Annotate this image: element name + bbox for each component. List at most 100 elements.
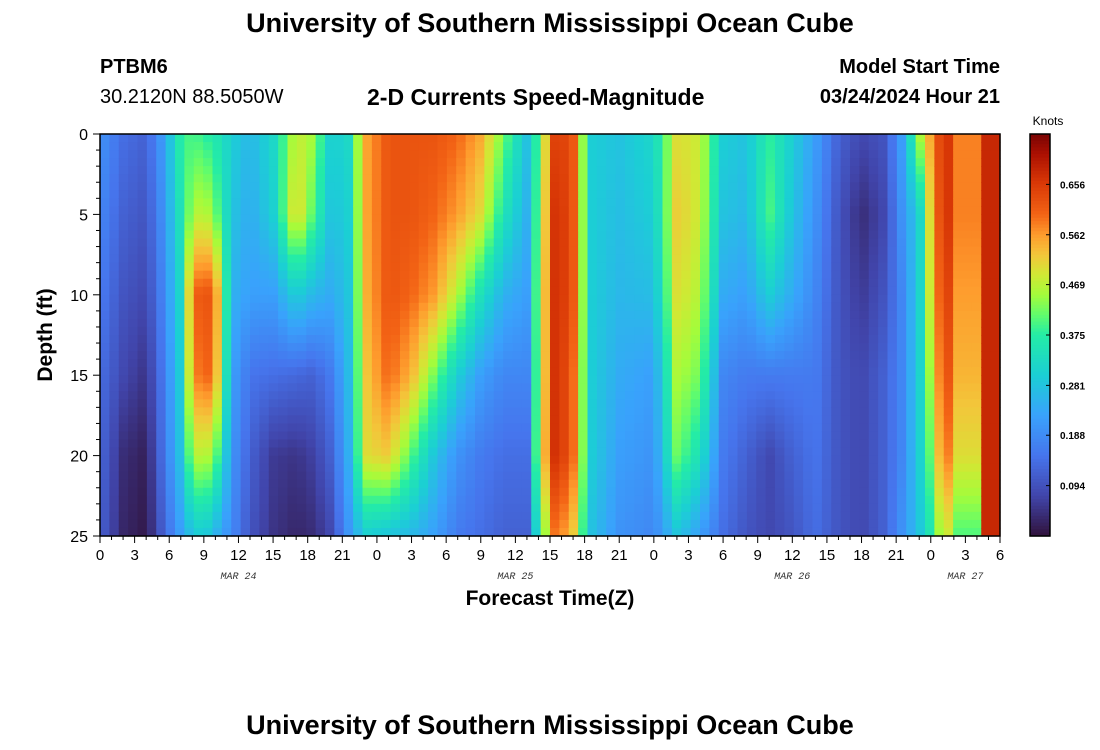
heatmap-cell bbox=[521, 439, 532, 449]
heatmap-cell bbox=[259, 310, 270, 320]
heatmap-cell bbox=[475, 367, 485, 376]
heatmap-cell bbox=[315, 318, 326, 328]
heatmap-cell bbox=[859, 150, 870, 159]
heatmap-cell bbox=[531, 343, 542, 352]
heatmap-cell bbox=[240, 142, 251, 151]
heatmap-cell bbox=[915, 487, 926, 497]
heatmap-cell bbox=[315, 246, 326, 256]
colorbar-segment bbox=[1030, 224, 1050, 229]
heatmap-cell bbox=[212, 447, 223, 457]
heatmap-cell bbox=[175, 399, 185, 408]
colorbar-segment bbox=[1030, 180, 1050, 185]
heatmap-cell bbox=[784, 383, 795, 392]
heatmap-cell bbox=[765, 359, 776, 368]
heatmap-cell bbox=[803, 479, 814, 489]
heatmap-cell bbox=[334, 439, 345, 449]
heatmap-cell bbox=[990, 222, 1001, 232]
heatmap-cell bbox=[568, 158, 579, 167]
heatmap-cell bbox=[690, 487, 701, 497]
heatmap-cell bbox=[653, 230, 664, 240]
heatmap-cell bbox=[437, 495, 448, 505]
heatmap-cell bbox=[512, 399, 523, 408]
heatmap-cell bbox=[850, 407, 860, 416]
heatmap-cell bbox=[137, 415, 148, 425]
heatmap-cell bbox=[175, 495, 185, 505]
heatmap-cell bbox=[184, 343, 195, 352]
heatmap-cell bbox=[250, 391, 260, 400]
heatmap-cell bbox=[784, 166, 795, 175]
heatmap-cell bbox=[390, 222, 401, 232]
heatmap-cell bbox=[906, 495, 917, 505]
heatmap-cell bbox=[775, 479, 785, 489]
heatmap-cell bbox=[578, 359, 589, 368]
heatmap-cell bbox=[212, 383, 223, 392]
heatmap-cell bbox=[100, 158, 110, 167]
heatmap-cell bbox=[625, 423, 635, 433]
heatmap-cell bbox=[756, 182, 767, 191]
heatmap-cell bbox=[343, 190, 354, 199]
heatmap-cell bbox=[146, 359, 157, 368]
heatmap-cell bbox=[146, 286, 157, 296]
heatmap-cell bbox=[953, 383, 964, 392]
heatmap-cell bbox=[259, 318, 270, 328]
heatmap-cell bbox=[906, 359, 917, 368]
heatmap-cell bbox=[146, 198, 157, 207]
heatmap-cell bbox=[109, 134, 120, 143]
heatmap-cell bbox=[962, 158, 973, 167]
heatmap-cell bbox=[343, 222, 354, 232]
heatmap-cell bbox=[878, 407, 889, 416]
heatmap-cell bbox=[165, 463, 176, 473]
heatmap-cell bbox=[503, 351, 514, 360]
heatmap-cell bbox=[559, 206, 570, 215]
heatmap-cell bbox=[184, 190, 195, 199]
heatmap-cell bbox=[240, 206, 251, 215]
heatmap-cell bbox=[625, 471, 635, 481]
heatmap-cell bbox=[943, 166, 954, 175]
heatmap-cell bbox=[831, 134, 842, 143]
heatmap-cell bbox=[700, 399, 710, 408]
heatmap-cell bbox=[690, 310, 701, 320]
heatmap-cell bbox=[896, 479, 907, 489]
heatmap-cell bbox=[878, 254, 889, 264]
heatmap-cell bbox=[709, 222, 720, 232]
heatmap-cell bbox=[793, 343, 804, 352]
heatmap-cell bbox=[634, 198, 645, 207]
heatmap-cell bbox=[278, 511, 289, 521]
heatmap-cell bbox=[240, 503, 251, 513]
heatmap-cell bbox=[250, 270, 260, 280]
heatmap-cell bbox=[184, 415, 195, 425]
heatmap-cell bbox=[850, 527, 860, 537]
heatmap-cell bbox=[634, 150, 645, 159]
heatmap-cell bbox=[850, 375, 860, 384]
y-tick-label: 20 bbox=[70, 449, 88, 466]
heatmap-cell bbox=[184, 246, 195, 256]
heatmap-cell bbox=[906, 415, 917, 425]
day-label: MAR 26 bbox=[774, 572, 810, 583]
heatmap-cell bbox=[775, 166, 785, 175]
heatmap-cell bbox=[981, 158, 992, 167]
heatmap-cell bbox=[296, 318, 307, 328]
heatmap-cell bbox=[906, 511, 917, 521]
heatmap-cell bbox=[212, 423, 223, 433]
heatmap-cell bbox=[812, 391, 823, 400]
heatmap-cell bbox=[306, 503, 317, 513]
heatmap-cell bbox=[521, 230, 532, 240]
heatmap-cell bbox=[718, 383, 729, 392]
heatmap-cell bbox=[793, 166, 804, 175]
heatmap-cell bbox=[662, 431, 673, 441]
heatmap-cell bbox=[606, 230, 617, 240]
heatmap-cell bbox=[418, 150, 429, 159]
heatmap-cell bbox=[765, 270, 776, 280]
heatmap-cell bbox=[850, 431, 860, 441]
heatmap-cell bbox=[137, 230, 148, 240]
heatmap-cell bbox=[831, 166, 842, 175]
heatmap-cell bbox=[746, 142, 757, 151]
heatmap-cell bbox=[390, 158, 401, 167]
heatmap-cell bbox=[146, 351, 157, 360]
heatmap-cell bbox=[690, 495, 701, 505]
heatmap-cell bbox=[878, 134, 889, 143]
heatmap-cell bbox=[821, 230, 832, 240]
heatmap-cell bbox=[906, 399, 917, 408]
heatmap-cell bbox=[850, 455, 860, 465]
heatmap-cell bbox=[859, 206, 870, 215]
